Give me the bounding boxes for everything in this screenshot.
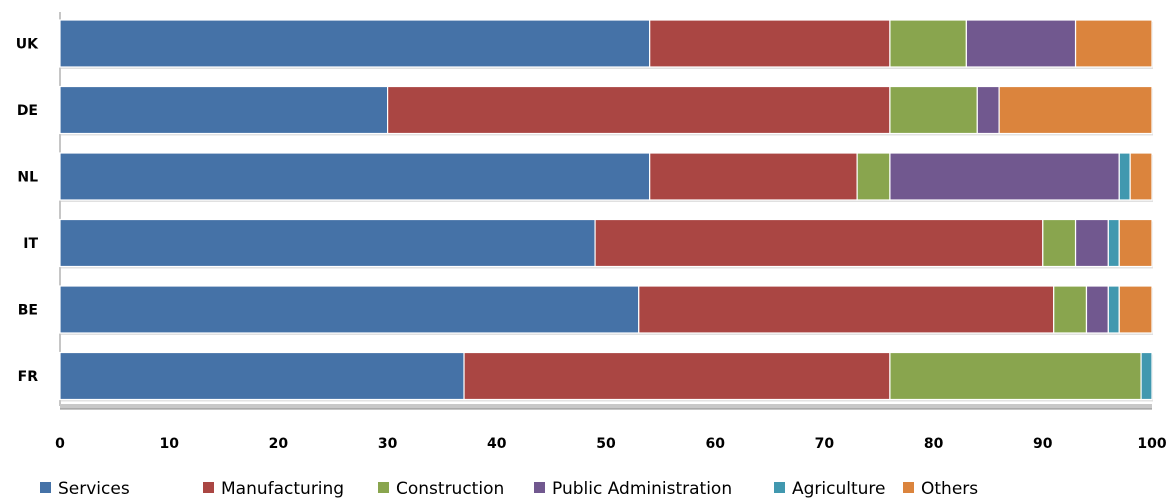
bar-it-construction: [1042, 218, 1077, 268]
x-axis-tick-labels: 0 10 20 30 40 50 60 70 80 90 100: [55, 436, 1167, 452]
x-tick-label: 90: [1033, 436, 1053, 452]
bar-be-others: [1118, 285, 1153, 334]
bar-fr-agriculture: [1140, 351, 1153, 401]
bar-uk-construction: [889, 19, 967, 68]
legend-label-agriculture: Agriculture: [792, 479, 886, 498]
bar-uk-services: [59, 19, 651, 68]
legend-label-manufacturing: Manufacturing: [221, 479, 344, 498]
x-axis-line: [60, 404, 1152, 409]
bar-be-public-administration: [1085, 285, 1109, 334]
legend: Services Manufacturing Construction Public …: [40, 479, 978, 498]
x-tick-label: 30: [378, 436, 398, 452]
bar-group: [59, 19, 1153, 402]
legend-label-services: Services: [58, 479, 130, 498]
x-tick-label: 20: [269, 436, 289, 452]
bar-it-public-administration: [1074, 218, 1109, 268]
x-tick-label: 60: [705, 436, 725, 452]
x-tick-label: 0: [55, 436, 65, 452]
legend-label-construction: Construction: [396, 479, 504, 498]
category-label-it: IT: [23, 236, 38, 252]
plot-area: [59, 12, 1152, 410]
bar-uk-manufacturing: [649, 19, 891, 68]
category-label-uk: UK: [16, 37, 39, 53]
bar-nl-manufacturing: [649, 152, 858, 201]
bar-de-services: [59, 85, 389, 135]
legend-swatch-agriculture: [774, 482, 785, 493]
bar-be-agriculture: [1107, 285, 1120, 334]
bar-be-construction: [1053, 285, 1088, 334]
legend-swatch-manufacturing: [203, 482, 214, 493]
category-label-fr: FR: [18, 369, 39, 385]
x-tick-label: 80: [924, 436, 944, 452]
category-label-de: DE: [17, 103, 38, 119]
bar-fr-construction: [889, 351, 1142, 401]
bar-it-manufacturing: [594, 218, 1044, 268]
legend-label-public-administration: Public Administration: [552, 479, 732, 498]
x-tick-label: 40: [487, 436, 507, 452]
bar-be-manufacturing: [638, 285, 1055, 334]
bar-nl-services: [59, 152, 651, 201]
legend-swatch-public-administration: [534, 482, 545, 493]
bar-it-others: [1118, 218, 1153, 268]
category-label-nl: NL: [17, 170, 38, 186]
legend-swatch-construction: [378, 482, 389, 493]
x-tick-label: 10: [159, 436, 179, 452]
bar-nl-construction: [856, 152, 891, 201]
x-tick-label: 70: [815, 436, 835, 452]
bar-fr-manufacturing: [463, 351, 891, 401]
bar-de-construction: [889, 85, 978, 135]
bar-nl-others: [1129, 152, 1153, 201]
bar-it-agriculture: [1107, 218, 1120, 268]
category-label-be: BE: [18, 303, 38, 319]
legend-label-others: Others: [921, 479, 978, 498]
x-tick-label: 50: [596, 436, 616, 452]
legend-swatch-services: [40, 482, 51, 493]
bar-fr-services: [59, 351, 465, 401]
bar-nl-public-administration: [889, 152, 1120, 201]
bar-uk-public-administration: [965, 19, 1077, 68]
bar-be-services: [59, 285, 640, 334]
bar-de-public-administration: [976, 85, 1000, 135]
legend-swatch-others: [903, 482, 914, 493]
x-tick-label: 100: [1137, 436, 1166, 452]
bar-uk-others: [1074, 19, 1153, 68]
bar-it-services: [59, 218, 596, 268]
bar-nl-agriculture: [1118, 152, 1131, 201]
bar-de-manufacturing: [387, 85, 891, 135]
bar-de-others: [998, 85, 1153, 135]
category-labels: UK DE NL IT BE FR: [16, 37, 39, 386]
